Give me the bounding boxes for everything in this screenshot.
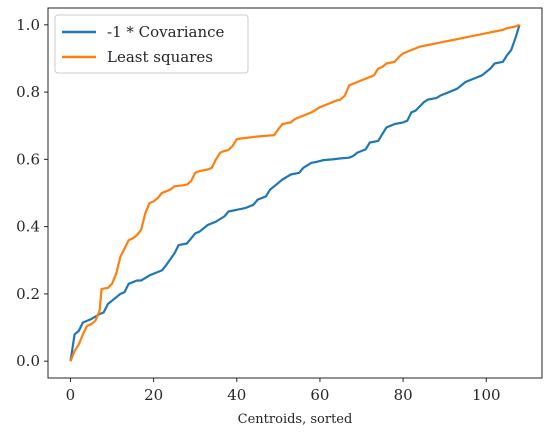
legend-label-covariance: -1 * Covariance xyxy=(107,23,225,41)
legend: -1 * Covariance Least squares xyxy=(54,14,249,74)
x-tick-label: 60 xyxy=(310,386,329,404)
x-axis: 0 20 40 60 80 100 xyxy=(66,378,501,404)
x-tick-label: 100 xyxy=(472,386,501,404)
x-axis-label: Centroids, sorted xyxy=(238,412,353,427)
y-tick-label: 0.8 xyxy=(16,83,40,101)
y-axis: 0.0 0.2 0.4 0.6 0.8 1.0 xyxy=(16,16,48,370)
y-tick-label: 0.6 xyxy=(16,150,40,168)
y-tick-label: 0.4 xyxy=(16,218,40,236)
y-tick-label: 0.0 xyxy=(16,352,40,370)
x-tick-label: 40 xyxy=(227,386,246,404)
y-tick-label: 1.0 xyxy=(16,16,40,34)
series-line-1 xyxy=(69,23,520,362)
x-tick-label: 80 xyxy=(394,386,413,404)
legend-label-least-squares: Least squares xyxy=(107,48,213,66)
plot-lines xyxy=(69,23,521,362)
series-line-0 xyxy=(69,24,521,362)
x-tick-label: 0 xyxy=(66,386,76,404)
plot-frame xyxy=(47,7,543,379)
x-tick-label: 20 xyxy=(144,386,163,404)
legend-box xyxy=(54,14,249,74)
y-tick-label: 0.2 xyxy=(16,285,40,303)
